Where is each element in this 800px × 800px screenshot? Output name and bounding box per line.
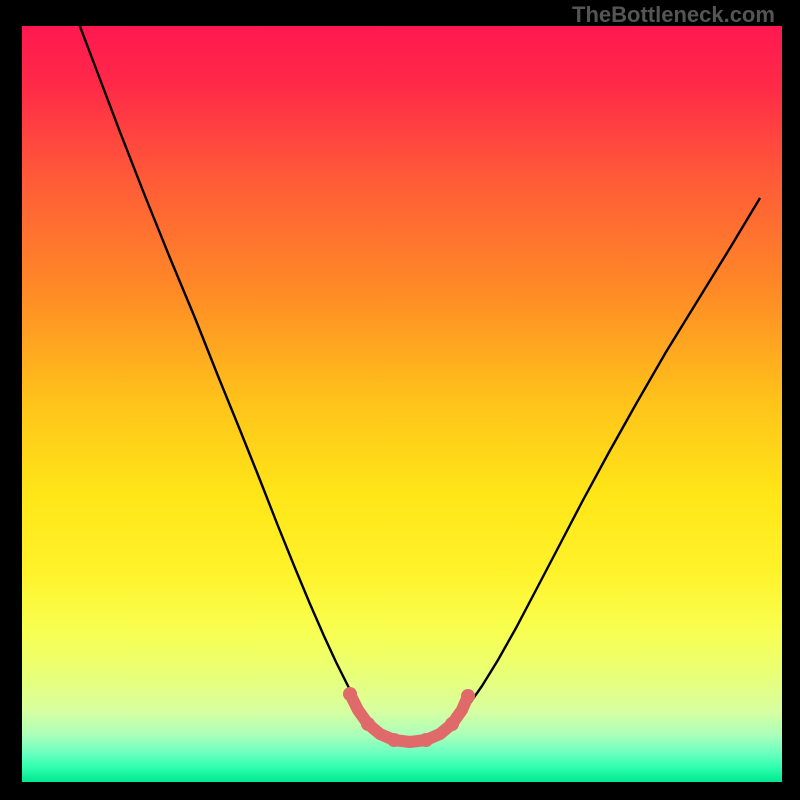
optimal-marker-dot (361, 717, 375, 731)
optimal-marker-dot (445, 717, 459, 731)
chart-frame: TheBottleneck.com (0, 0, 800, 800)
optimal-marker-dot (461, 689, 475, 703)
chart-svg (22, 26, 782, 782)
optimal-marker-dot (387, 733, 401, 747)
optimal-marker-dot (419, 733, 433, 747)
plot-area (22, 26, 782, 782)
watermark-text: TheBottleneck.com (572, 2, 775, 28)
gradient-background (22, 26, 782, 782)
optimal-marker-dot (343, 687, 357, 701)
